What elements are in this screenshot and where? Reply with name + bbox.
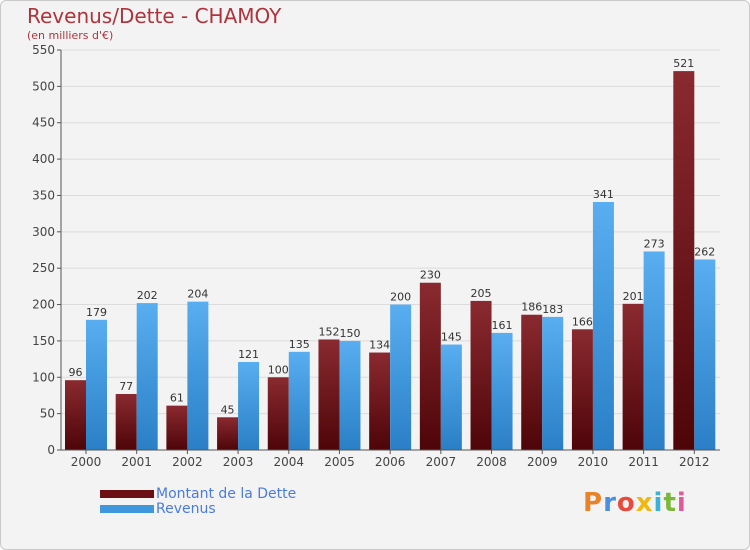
bar-dette <box>217 417 239 450</box>
data-label-revenus: 135 <box>289 338 310 351</box>
bar-revenus <box>390 304 412 450</box>
bar-dette <box>673 71 695 450</box>
x-tick-label: 2007 <box>426 455 457 469</box>
data-label-revenus: 179 <box>86 306 107 319</box>
bar-dette <box>571 329 593 450</box>
data-label-revenus: 262 <box>694 245 715 258</box>
data-label-revenus: 202 <box>137 289 158 302</box>
x-tick-label: 2002 <box>172 455 203 469</box>
data-label-dette: 61 <box>170 392 184 405</box>
data-label-dette: 134 <box>369 339 390 352</box>
bars <box>65 71 716 450</box>
bar-revenus <box>136 303 158 450</box>
y-tick-label: 500 <box>32 79 55 93</box>
bar-revenus <box>694 259 716 450</box>
bar-dette <box>166 405 188 450</box>
legend-item-revenus: Revenus <box>100 501 216 517</box>
data-label-dette: 230 <box>420 269 441 282</box>
y-tick-label: 550 <box>32 43 55 57</box>
logo-letter: P <box>583 488 604 518</box>
x-tick-label: 2000 <box>71 455 102 469</box>
y-tick-label: 50 <box>40 407 55 421</box>
x-tick-label: 2005 <box>324 455 355 469</box>
bar-revenus <box>86 319 107 450</box>
y-tick-label: 300 <box>32 225 55 239</box>
chart-title: Revenus/Dette - CHAMOY <box>27 4 282 28</box>
data-label-dette: 186 <box>521 301 542 314</box>
bar-revenus <box>339 340 361 450</box>
bar-dette <box>65 380 86 450</box>
logo-letter: x <box>635 488 654 518</box>
logo-letter: i <box>653 488 664 518</box>
bar-dette <box>115 394 137 450</box>
data-label-revenus: 145 <box>441 331 462 344</box>
axes: 0 50 100 150 200 250 300 350 400 450 500 550 2000 200… <box>32 43 720 469</box>
y-tick-label: 150 <box>32 334 55 348</box>
bar-dette <box>318 339 340 450</box>
logo-letter: i <box>676 488 687 518</box>
data-label-revenus: 150 <box>339 327 360 340</box>
data-label-revenus: 200 <box>390 291 411 304</box>
x-tick-label: 2006 <box>375 455 406 469</box>
legend-label-revenus: Revenus <box>156 501 216 517</box>
bar-chart: 0 50 100 150 200 250 300 350 400 450 500 550 2000 200… <box>32 43 720 469</box>
x-tick-label: 2003 <box>223 455 254 469</box>
y-tick-label: 0 <box>47 443 55 457</box>
data-label-revenus: 183 <box>542 303 563 316</box>
bar-dette <box>622 303 644 450</box>
x-tick-label: 2001 <box>121 455 152 469</box>
bar-revenus <box>491 332 513 450</box>
x-tick-label: 2011 <box>628 455 659 469</box>
x-tick-label: 2008 <box>476 455 507 469</box>
data-label-revenus: 341 <box>593 188 614 201</box>
bar-revenus <box>238 362 260 450</box>
bar-dette <box>267 377 289 450</box>
bar-dette <box>521 314 543 450</box>
logo-letter: r <box>603 488 617 518</box>
bar-revenus <box>288 351 310 450</box>
legend-item-dette: Montant de la Dette <box>100 486 296 502</box>
legend-label-dette: Montant de la Dette <box>156 486 297 502</box>
proxiti-logo: Proxiti <box>583 488 687 518</box>
x-tick-label: 2009 <box>527 455 558 469</box>
chart-subtitle: (en milliers d'€) <box>27 29 114 42</box>
bar-dette <box>470 300 492 450</box>
data-label-dette: 45 <box>221 403 235 416</box>
data-label-revenus: 121 <box>238 348 259 361</box>
data-label-dette: 166 <box>572 315 593 328</box>
data-label-revenus: 273 <box>644 237 665 250</box>
legend-swatch-dette <box>100 490 154 498</box>
x-tick-label: 2010 <box>578 455 609 469</box>
bar-revenus <box>592 202 614 450</box>
data-label-revenus: 204 <box>187 288 208 301</box>
data-label-dette: 100 <box>268 363 289 376</box>
legend-swatch-revenus <box>100 505 154 513</box>
y-tick-label: 450 <box>32 116 55 130</box>
bar-revenus <box>643 251 665 450</box>
data-label-dette: 152 <box>318 325 339 338</box>
data-label-dette: 201 <box>623 290 644 303</box>
data-label-dette: 205 <box>471 287 492 300</box>
x-tick-label: 2012 <box>679 455 710 469</box>
y-tick-label: 400 <box>32 152 55 166</box>
bar-dette <box>419 282 441 450</box>
bar-revenus <box>440 344 462 450</box>
bar-revenus <box>542 316 564 450</box>
y-tick-label: 250 <box>32 261 55 275</box>
data-label-revenus: 161 <box>492 319 513 332</box>
logo-letter: t <box>663 488 677 518</box>
bar-dette <box>369 352 391 450</box>
y-tick-label: 350 <box>32 188 55 202</box>
logo-letter: o <box>616 488 636 518</box>
bar-revenus <box>187 301 209 450</box>
data-label-dette: 96 <box>69 366 83 379</box>
x-tick-label: 2004 <box>273 455 304 469</box>
y-tick-label: 100 <box>32 370 55 384</box>
data-label-dette: 521 <box>673 57 694 70</box>
y-tick-label: 200 <box>32 298 55 312</box>
data-label-dette: 77 <box>119 380 133 393</box>
